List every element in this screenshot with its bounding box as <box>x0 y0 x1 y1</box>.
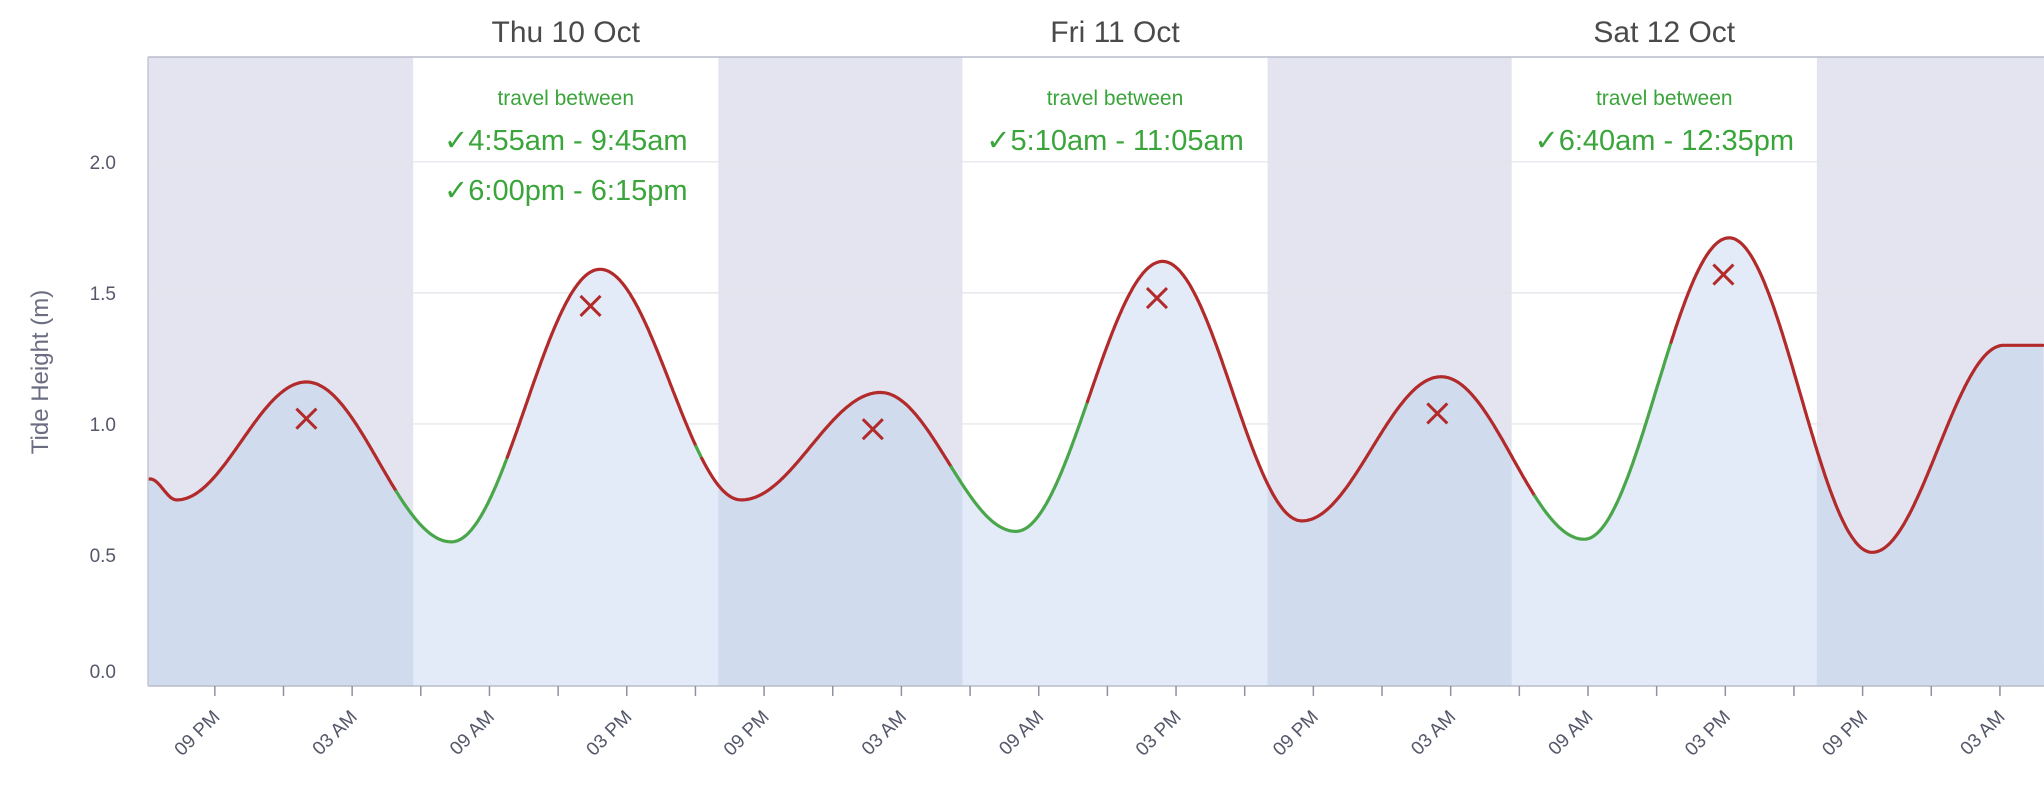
marker-stroke <box>1712 263 1735 286</box>
tide-marker-x <box>1712 263 1735 286</box>
y-tick-label: 0.5 <box>90 546 116 567</box>
travel-window-segment <box>394 455 509 544</box>
x-tick-label: 03 AM <box>1957 707 2010 760</box>
x-tick-label: 09 PM <box>171 707 225 761</box>
tide-line-segment <box>505 267 698 459</box>
travel-window-segment <box>949 400 1090 533</box>
x-tick-label: 09 AM <box>995 707 1048 760</box>
travel-heading: travel between <box>497 87 634 110</box>
tide-marker-x <box>579 294 602 318</box>
travel-heading: travel between <box>1047 87 1184 110</box>
x-tick-label: 09 AM <box>1545 707 1598 760</box>
travel-window: ✓6:40am - 12:35pm <box>1534 125 1794 157</box>
y-axis-title: Tide Height (m) <box>27 290 54 454</box>
tide-line-segment <box>700 390 953 502</box>
y-tick-label: 1.0 <box>90 415 116 436</box>
tide-line-segment <box>148 380 398 502</box>
x-tick-label: 03 PM <box>1681 707 1735 761</box>
travel-heading: travel between <box>1596 87 1733 110</box>
day-label: Fri 11 Oct <box>1050 16 1180 49</box>
tide-marker-x <box>1145 287 1169 310</box>
tide-markers <box>295 263 1735 441</box>
x-tick-label: 09 AM <box>446 707 499 760</box>
tide-line-segment <box>1085 259 1537 523</box>
x-tick-label: 03 PM <box>1132 707 1186 761</box>
marker-stroke <box>861 418 884 441</box>
day-label: Thu 10 Oct <box>492 16 641 49</box>
tide-line-segment <box>1669 236 2044 554</box>
travel-window-segment <box>694 445 704 460</box>
tide-marker-x <box>861 418 884 441</box>
tide-marker-x <box>1426 402 1449 425</box>
y-tick-label: 2.0 <box>90 153 116 174</box>
travel-window-segment <box>1533 340 1673 541</box>
day-label: Sat 12 Oct <box>1593 16 1735 49</box>
marker-stroke <box>1426 402 1449 425</box>
day-annotations: Thu 10 Oct travel between ✓4:55am - 9:45am… <box>444 16 1794 207</box>
marker-stroke <box>1145 287 1169 310</box>
x-tick-label: 03 AM <box>858 707 911 760</box>
tide-line <box>148 236 2044 554</box>
y-tick-label: 0.0 <box>90 662 116 683</box>
x-tick-label: 09 PM <box>720 707 774 761</box>
y-tick-label: 1.5 <box>90 284 116 305</box>
marker-stroke <box>295 407 318 430</box>
travel-window: ✓6:00pm - 6:15pm <box>444 175 688 207</box>
x-tick-label: 03 PM <box>583 707 637 761</box>
tide-marker-x <box>295 407 318 430</box>
travel-window: ✓5:10am - 11:05am <box>986 125 1244 157</box>
travel-window: ✓4:55am - 9:45am <box>444 125 688 157</box>
x-tick-label: 03 AM <box>309 707 362 760</box>
x-tick-label: 09 PM <box>1818 707 1872 761</box>
x-tick-label: 09 PM <box>1269 707 1323 761</box>
marker-stroke <box>579 294 602 318</box>
x-tick-label: 03 AM <box>1407 707 1460 760</box>
